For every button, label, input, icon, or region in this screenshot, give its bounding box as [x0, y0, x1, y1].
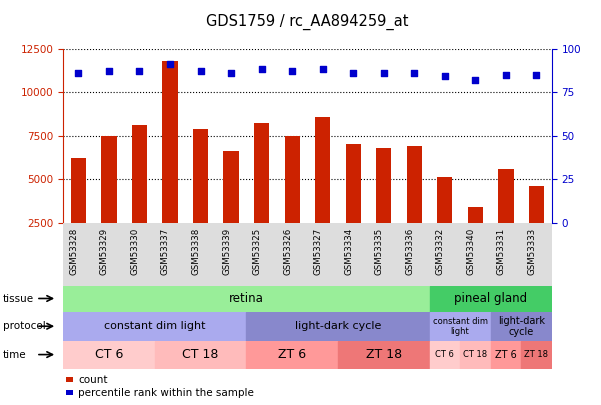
Bar [437, 177, 453, 223]
Text: ZT 18: ZT 18 [525, 350, 549, 359]
Bar [521, 341, 552, 369]
Point [226, 70, 236, 76]
Text: GSM53326: GSM53326 [283, 228, 292, 275]
Bar [193, 129, 208, 223]
Bar [430, 341, 460, 369]
Bar [246, 312, 430, 341]
Text: pineal gland: pineal gland [454, 292, 527, 305]
Bar [430, 286, 552, 312]
Text: GDS1759 / rc_AA894259_at: GDS1759 / rc_AA894259_at [206, 14, 409, 30]
Text: GSM53340: GSM53340 [466, 228, 475, 275]
Text: CT 6: CT 6 [435, 350, 454, 359]
Text: CT 6: CT 6 [95, 348, 123, 361]
Point [409, 70, 419, 76]
Text: retina: retina [229, 292, 264, 305]
Bar [132, 125, 147, 223]
Bar [162, 61, 178, 223]
Point [471, 77, 480, 83]
Text: GSM53330: GSM53330 [130, 228, 139, 275]
Bar [71, 158, 86, 223]
Point [135, 68, 144, 75]
Point [318, 66, 328, 73]
Bar [490, 341, 521, 369]
Bar [154, 341, 246, 369]
Text: CT 18: CT 18 [463, 350, 487, 359]
Point [501, 72, 511, 78]
Text: tissue: tissue [3, 294, 34, 304]
Text: count: count [78, 375, 108, 385]
Text: GSM53328: GSM53328 [69, 228, 78, 275]
Text: ZT 18: ZT 18 [365, 348, 402, 361]
Text: ZT 6: ZT 6 [495, 350, 517, 360]
Text: constant dim
light: constant dim light [433, 317, 487, 336]
Bar [407, 146, 422, 223]
Text: GSM53325: GSM53325 [252, 228, 261, 275]
Text: GSM53331: GSM53331 [497, 228, 506, 275]
Text: GSM53338: GSM53338 [192, 228, 201, 275]
Bar [338, 341, 430, 369]
Bar [284, 136, 300, 223]
Bar [315, 117, 331, 223]
Bar [254, 124, 269, 223]
Point [257, 66, 266, 73]
Point [379, 70, 389, 76]
Bar [430, 312, 490, 341]
Point [73, 70, 83, 76]
Point [532, 72, 542, 78]
Bar [102, 136, 117, 223]
Text: ZT 6: ZT 6 [278, 348, 306, 361]
Point [440, 73, 450, 80]
Bar [63, 312, 246, 341]
Bar [346, 145, 361, 223]
Bar [246, 341, 338, 369]
Bar [63, 286, 430, 312]
Point [165, 61, 175, 68]
Bar [490, 312, 552, 341]
Bar [224, 151, 239, 223]
Text: light-dark
cycle: light-dark cycle [498, 315, 545, 337]
Bar [376, 148, 391, 223]
Point [104, 68, 114, 75]
Text: GSM53339: GSM53339 [222, 228, 231, 275]
Text: GSM53333: GSM53333 [528, 228, 537, 275]
Bar [529, 186, 544, 223]
Text: light-dark cycle: light-dark cycle [294, 322, 381, 331]
Point [287, 68, 297, 75]
Point [349, 70, 358, 76]
Text: constant dim light: constant dim light [104, 322, 206, 331]
Bar [498, 169, 513, 223]
Text: protocol: protocol [3, 322, 46, 331]
Text: GSM53329: GSM53329 [100, 228, 109, 275]
Bar [460, 341, 490, 369]
Point [196, 68, 206, 75]
Text: GSM53335: GSM53335 [375, 228, 384, 275]
Text: GSM53336: GSM53336 [405, 228, 414, 275]
Text: GSM53327: GSM53327 [314, 228, 323, 275]
Text: GSM53332: GSM53332 [436, 228, 445, 275]
Bar [63, 341, 154, 369]
Text: GSM53334: GSM53334 [344, 228, 353, 275]
Text: time: time [3, 350, 26, 360]
Text: GSM53337: GSM53337 [161, 228, 170, 275]
Text: CT 18: CT 18 [182, 348, 219, 361]
Bar [468, 207, 483, 223]
Text: percentile rank within the sample: percentile rank within the sample [78, 388, 254, 398]
